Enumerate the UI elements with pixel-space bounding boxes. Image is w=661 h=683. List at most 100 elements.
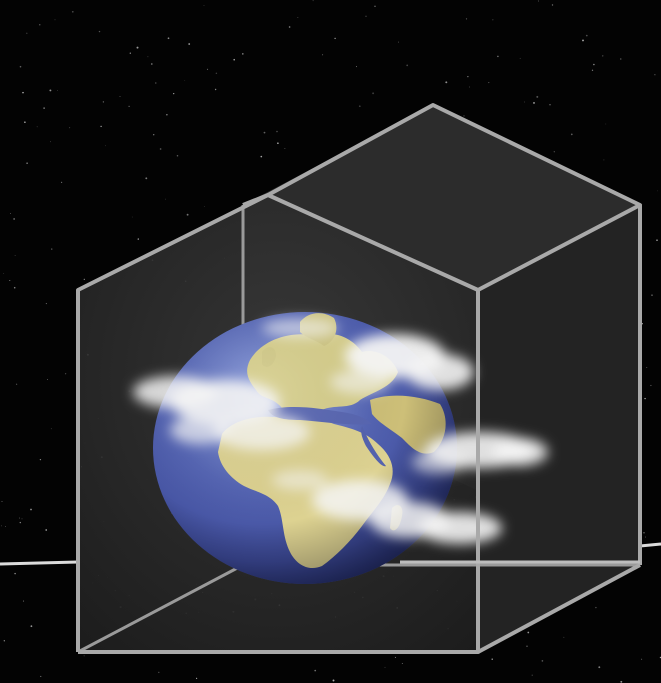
star [43,107,45,109]
star [355,66,357,68]
orbit-line-left [0,560,79,566]
star [145,177,148,180]
star [3,273,5,274]
star [51,248,53,250]
star [36,126,38,128]
star [9,280,11,282]
star [277,142,279,144]
star [526,645,528,647]
star [136,46,139,49]
star [491,658,493,660]
star [332,679,335,682]
star [137,238,139,240]
star [30,625,33,628]
star [14,572,16,575]
star [50,141,52,143]
star [322,54,324,56]
star [533,101,535,104]
star [314,669,317,672]
star [155,82,157,84]
star [64,373,67,375]
star [372,92,375,95]
star [492,19,494,21]
star [605,123,607,125]
star [39,458,42,461]
star [406,64,409,67]
star [384,666,386,668]
star [585,34,588,37]
star [26,32,28,34]
star [83,278,85,280]
star [21,518,23,520]
star [445,81,448,84]
star [47,379,48,380]
star [463,115,465,117]
star [39,24,41,26]
star [591,69,594,71]
cube-right-face [478,205,640,652]
star [19,65,22,68]
star [284,148,286,149]
star [563,636,565,638]
star [13,286,16,289]
star [165,198,166,200]
star [49,89,52,92]
star [620,58,622,60]
star [397,41,399,43]
star [365,15,367,17]
star [83,655,85,657]
star [131,216,133,218]
star [152,133,155,136]
star [394,656,396,658]
star [401,662,403,664]
star [582,39,584,42]
star [69,127,71,129]
star [105,145,106,147]
star [644,397,646,400]
star [15,383,18,385]
cube-front-edges [76,103,642,654]
star [45,303,47,305]
star [10,213,11,214]
star [196,677,198,680]
star [0,525,2,527]
star [1,500,3,502]
star [541,660,544,662]
star [469,86,470,88]
star [5,526,6,527]
orbit-line-right [639,542,661,548]
star [657,190,658,192]
star [358,105,361,108]
star [184,80,186,81]
star [297,17,299,18]
star [56,90,58,91]
star [214,88,217,91]
star [167,37,170,40]
star [3,640,5,642]
star [54,19,56,21]
cube-top-face [243,105,640,290]
star [26,162,28,165]
star [22,600,25,602]
star [643,531,645,534]
star [531,674,533,676]
star [593,63,595,66]
star [100,125,102,128]
star [620,680,623,683]
star [288,26,291,28]
star [598,666,601,669]
star [465,18,468,20]
star [467,76,469,78]
star [488,82,490,84]
cloud-layer [133,318,548,544]
star [549,104,551,106]
star [188,43,191,45]
star [19,517,21,519]
star [602,55,604,57]
star [656,239,658,242]
star [263,131,266,134]
star [30,508,32,511]
star [22,91,24,94]
star [173,92,175,95]
